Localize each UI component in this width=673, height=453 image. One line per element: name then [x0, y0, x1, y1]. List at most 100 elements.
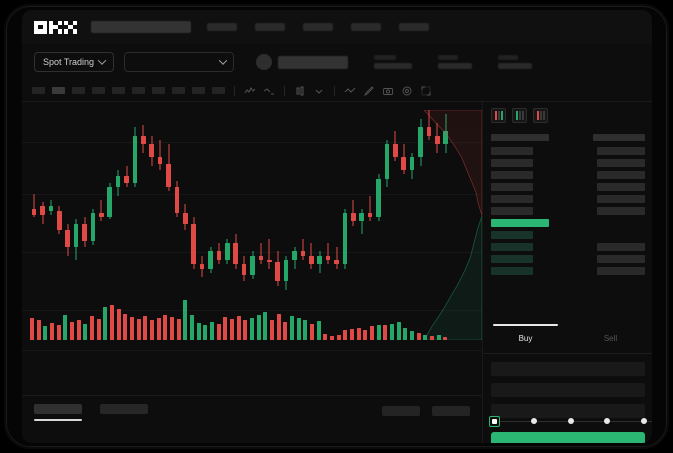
candle	[166, 110, 171, 290]
orderbook-bid-row[interactable]	[491, 267, 645, 275]
search-input[interactable]	[91, 21, 191, 33]
orderbook-bid-row[interactable]	[491, 255, 645, 263]
orders-action-1[interactable]	[382, 406, 420, 416]
volume-bar	[83, 323, 88, 340]
volume-bar	[370, 326, 374, 340]
timeframe-button[interactable]	[212, 87, 225, 94]
tab-buy[interactable]: Buy	[483, 324, 568, 353]
candle	[40, 110, 45, 290]
stepper-step-active[interactable]	[489, 415, 500, 427]
candle	[275, 110, 281, 290]
chart-gridlines	[22, 102, 482, 398]
orderbook-ask-row[interactable]	[491, 195, 645, 203]
drawing-tools-icon[interactable]	[363, 85, 375, 97]
orderbook-ask-row[interactable]	[491, 171, 645, 179]
nav-item-2[interactable]	[255, 23, 285, 31]
timeframe-button[interactable]	[132, 87, 145, 94]
timeframe-button[interactable]	[112, 87, 125, 94]
candle	[351, 110, 356, 290]
nav-item-3[interactable]	[303, 23, 333, 31]
candle-body	[183, 212, 188, 224]
volume-bar	[110, 305, 114, 340]
orderbook-asks-icon[interactable]	[533, 108, 548, 123]
fullscreen-icon[interactable]	[420, 85, 432, 97]
pair-dropdown[interactable]	[124, 52, 235, 72]
tab-order-history[interactable]	[100, 404, 148, 421]
timeframe-button-active[interactable]	[52, 87, 65, 94]
candle-wick	[126, 165, 128, 188]
candle	[443, 110, 449, 290]
nav-item-1[interactable]	[207, 23, 237, 31]
volume-bar	[50, 322, 54, 340]
stepper-step[interactable]	[641, 418, 647, 424]
gridline	[22, 310, 482, 311]
nav-item-4[interactable]	[351, 23, 381, 31]
order-field-amount[interactable]	[491, 383, 645, 397]
orderbook-ask-row[interactable]	[491, 159, 645, 167]
orderbook-list[interactable]	[483, 130, 652, 320]
candle	[267, 110, 272, 290]
logo-glyph-o	[34, 20, 47, 34]
timeframe-button[interactable]	[192, 87, 205, 94]
orderbook-ask-row[interactable]	[491, 147, 645, 155]
settings-icon[interactable]	[401, 85, 413, 97]
compare-icon[interactable]	[263, 85, 275, 97]
volume-bar	[43, 326, 48, 340]
okx-logo[interactable]	[34, 20, 77, 34]
candle-body	[443, 131, 449, 145]
chevron-down-icon[interactable]	[313, 85, 325, 97]
timeframe-button[interactable]	[32, 87, 45, 94]
timeframe-button[interactable]	[72, 87, 85, 94]
amount-stepper[interactable]	[483, 413, 652, 429]
stepper-step[interactable]	[530, 418, 537, 424]
orderbook-ask-row[interactable]	[491, 207, 645, 215]
orderbook-both-icon[interactable]	[491, 108, 506, 123]
candle-body	[325, 255, 331, 260]
candle-body	[300, 251, 306, 256]
order-field-total[interactable]	[491, 404, 645, 418]
tab-open-orders[interactable]	[34, 404, 82, 421]
volume-bar	[163, 315, 168, 340]
ticker-stat	[498, 55, 533, 69]
place-order-button[interactable]	[491, 432, 645, 443]
volume-bar	[410, 330, 414, 340]
orderbook-bid-row[interactable]	[491, 231, 645, 239]
logo-glyph-x	[64, 20, 77, 34]
line-chart-icon[interactable]	[344, 85, 356, 97]
market-subheader: Spot Trading	[22, 44, 652, 80]
candle-body	[351, 212, 356, 222]
candle	[174, 110, 180, 290]
tab-sell[interactable]: Sell	[603, 334, 618, 343]
candle-body	[342, 212, 348, 265]
candle	[426, 110, 432, 290]
timeframe-button[interactable]	[92, 87, 105, 94]
nav-item-5[interactable]	[399, 23, 429, 31]
chart-type-icon[interactable]	[294, 85, 306, 97]
timeframe-button[interactable]	[172, 87, 185, 94]
indicators-icon[interactable]	[244, 85, 256, 97]
orders-action-2[interactable]	[432, 406, 470, 416]
volume-bar	[223, 317, 228, 340]
candle-wick	[361, 208, 363, 235]
candle-body	[367, 212, 373, 218]
camera-icon[interactable]	[382, 85, 394, 97]
trading-mode-label: Spot Trading	[43, 57, 95, 67]
candle	[409, 110, 415, 290]
orderbook-bids-icon[interactable]	[512, 108, 527, 123]
orderbook-ask-row[interactable]	[491, 183, 645, 191]
order-side-tabs: Buy Sell	[483, 324, 652, 354]
price-chart-area[interactable]	[22, 102, 482, 398]
trading-mode-selector[interactable]: Spot Trading	[34, 52, 115, 72]
column-quantity	[593, 134, 645, 141]
candlestick-series	[30, 110, 450, 290]
candle-body	[435, 135, 440, 145]
candle-body	[409, 157, 415, 170]
candle-body	[359, 212, 365, 222]
ticker-stats	[374, 55, 533, 69]
candle	[82, 110, 87, 290]
orderbook-bid-row[interactable]	[491, 243, 645, 251]
stepper-step[interactable]	[567, 418, 574, 424]
stepper-step[interactable]	[604, 418, 611, 424]
timeframe-button[interactable]	[152, 87, 165, 94]
order-field-price[interactable]	[491, 362, 645, 376]
